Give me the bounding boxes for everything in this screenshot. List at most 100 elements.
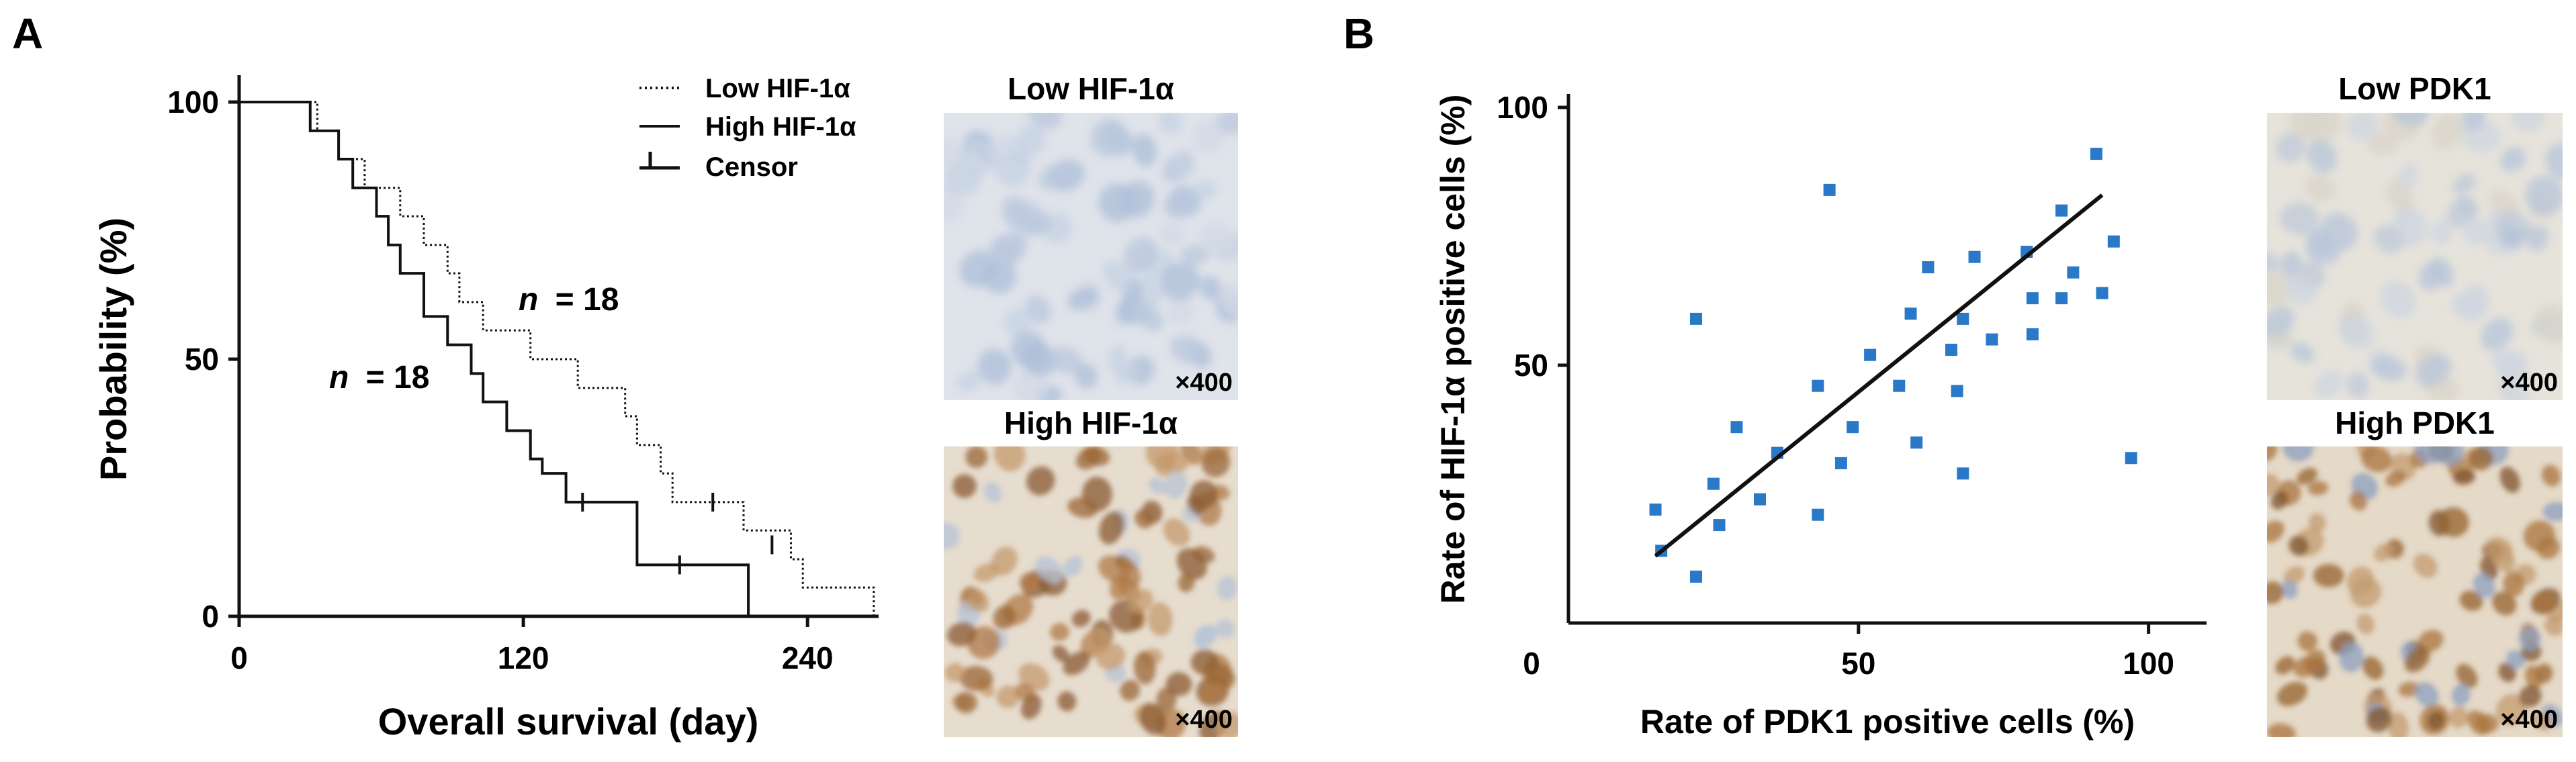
cell-nucleus xyxy=(959,250,998,287)
cell-nucleus xyxy=(1012,369,1049,400)
cell-nucleus xyxy=(1165,672,1192,696)
cell-nucleus xyxy=(2462,113,2486,131)
cell-nucleus xyxy=(1028,113,1062,130)
cell-nucleus xyxy=(2350,577,2382,608)
cell-nucleus xyxy=(2341,317,2374,350)
scatter-point xyxy=(2125,452,2137,465)
cell-nucleus xyxy=(2544,616,2563,636)
cell-nucleus xyxy=(1161,452,1189,473)
cell-nucleus xyxy=(967,589,989,612)
legend-censor-swatch xyxy=(639,152,680,170)
scatter-point xyxy=(1968,250,1981,263)
cell-nucleus xyxy=(2430,219,2454,245)
scatter-point xyxy=(2067,266,2080,279)
cell-nucleus xyxy=(2459,590,2483,611)
cell-nucleus xyxy=(993,605,1016,630)
cell-nucleus xyxy=(2518,626,2541,651)
n-high-annotation: n = 18 xyxy=(329,360,429,395)
km-x-axis-title: Overall survival (day) xyxy=(378,700,759,743)
cell-nucleus xyxy=(2371,356,2407,381)
n-low-italic: n xyxy=(519,282,538,318)
cell-nucleus xyxy=(1215,113,1238,135)
cell-nucleus xyxy=(2283,274,2317,305)
cell-nucleus xyxy=(995,152,1030,187)
cell-nucleus xyxy=(2368,132,2399,156)
cell-nucleus xyxy=(2485,536,2513,563)
cell-nucleus xyxy=(2541,465,2561,487)
scatter-origin-label: 0 xyxy=(1523,646,1540,681)
cell-nucleus xyxy=(2267,330,2293,348)
cell-nucleus xyxy=(993,446,1026,471)
cell-nucleus xyxy=(1215,619,1235,638)
scatter-point xyxy=(2026,292,2039,305)
cell-nucleus xyxy=(2523,520,2555,552)
cell-nucleus xyxy=(2280,202,2319,235)
cell-nucleus xyxy=(1120,679,1141,701)
cell-nucleus xyxy=(2497,226,2524,250)
cell-nucleus xyxy=(1192,180,1217,201)
scatter-point xyxy=(2096,287,2108,299)
n-low-annotation: n = 18 xyxy=(519,282,619,318)
cell-nucleus xyxy=(2503,571,2524,597)
scatter-point xyxy=(1945,343,1957,356)
cell-nucleus xyxy=(1215,711,1238,737)
cell-nucleus xyxy=(1063,651,1090,675)
cell-nucleus xyxy=(2373,543,2394,562)
cell-nucleus xyxy=(1026,466,1055,495)
cell-nucleus xyxy=(1180,245,1210,265)
cell-nucleus xyxy=(2501,381,2530,400)
km-series-high xyxy=(239,101,750,616)
cell-nucleus xyxy=(2446,202,2472,228)
cell-nucleus xyxy=(2291,342,2315,363)
cell-nucleus xyxy=(2361,446,2393,473)
cell-nucleus xyxy=(1139,703,1167,735)
cell-nucleus xyxy=(2414,446,2441,465)
n-high-value: = 18 xyxy=(366,360,430,395)
scatter-point xyxy=(1690,312,1702,325)
scatter-y-tick-label: 100 xyxy=(1497,90,1548,125)
scatter-point xyxy=(1893,379,1906,392)
cell-nucleus xyxy=(2489,189,2519,218)
cell-nucleus xyxy=(1004,308,1032,338)
cell-nucleus xyxy=(2495,694,2527,726)
cell-nucleus xyxy=(1200,681,1226,703)
cell-nucleus xyxy=(2451,291,2483,318)
scatter-point xyxy=(1904,307,1917,320)
cell-nucleus xyxy=(996,685,1020,708)
scatter-point xyxy=(1922,261,1935,274)
cell-nucleus xyxy=(2415,354,2452,387)
cell-nucleus xyxy=(2313,564,2344,587)
micrograph-low-pdk1: Low PDK1 ×400 xyxy=(2267,71,2563,400)
cell-nucleus xyxy=(944,522,961,550)
cell-nucleus xyxy=(2276,681,2308,706)
cell-nucleus xyxy=(1025,295,1051,324)
cell-nucleus xyxy=(2496,349,2529,385)
cell-nucleus xyxy=(2293,657,2317,678)
cell-nucleus xyxy=(965,446,988,469)
cell-nucleus xyxy=(2525,175,2563,216)
cell-nucleus xyxy=(1148,477,1167,494)
cell-nucleus xyxy=(1048,347,1083,374)
cell-nucleus xyxy=(957,370,981,392)
km-x-tick-label: 0 xyxy=(230,640,248,675)
cell-nucleus xyxy=(973,563,1000,582)
cell-nucleus xyxy=(2534,304,2563,344)
cell-nucleus xyxy=(1119,559,1141,588)
cell-nucleus xyxy=(1135,509,1154,529)
scatter-point xyxy=(1951,385,1963,397)
cell-nucleus xyxy=(1034,556,1063,583)
cell-nucleus xyxy=(1019,572,1040,593)
cell-nucleus xyxy=(1159,222,1185,247)
cell-nucleus xyxy=(1163,518,1190,546)
scatter-point xyxy=(2055,292,2068,305)
cell-nucleus xyxy=(1176,548,1207,580)
cell-nucleus xyxy=(1083,446,1110,466)
cell-nucleus xyxy=(944,159,982,196)
cell-nucleus xyxy=(2267,271,2293,307)
cell-nucleus xyxy=(2393,113,2429,127)
cell-nucleus xyxy=(1063,556,1083,577)
cell-nucleus xyxy=(2282,446,2314,462)
cell-nucleus xyxy=(946,622,977,647)
cell-nucleus xyxy=(2545,142,2563,179)
cell-nucleus xyxy=(1090,118,1127,156)
